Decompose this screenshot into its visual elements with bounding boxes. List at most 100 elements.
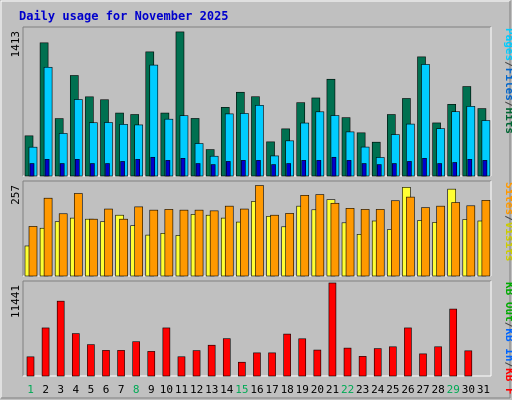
day-label-6: 6 (103, 383, 110, 396)
day-label-1: 1 (27, 383, 34, 396)
bar-kb-f-day-6 (102, 350, 110, 377)
bar-pages-day-17 (271, 164, 276, 177)
bar-sites-day-18 (285, 213, 294, 277)
bar-kb-f-day-27 (419, 353, 427, 377)
day-label-9: 9 (148, 383, 155, 396)
bar-sites-day-28 (436, 205, 445, 277)
panel-1-legend: Pages/Files/Hits (503, 28, 512, 134)
bar-kb-f-day-7 (117, 350, 125, 377)
legend-item-files: Files (503, 68, 512, 101)
day-label-24: 24 (371, 383, 385, 396)
bar-pages-day-26 (407, 161, 412, 177)
day-label-21: 21 (326, 383, 339, 396)
bar-sites-day-30 (466, 205, 476, 277)
bar-kb-f-day-12 (192, 350, 201, 377)
bar-sites-day-11 (179, 209, 189, 277)
bar-pages-day-8 (135, 159, 140, 177)
bar-kb-f-day-10 (162, 327, 171, 377)
bar-pages-day-14 (225, 161, 231, 177)
bar-pages-day-5 (90, 163, 95, 177)
bar-pages-day-13 (210, 164, 216, 177)
bar-sites-day-21 (330, 202, 340, 277)
bar-pages-day-1 (29, 163, 35, 177)
bar-kb-f-day-26 (404, 327, 412, 377)
bar-kb-f-day-15 (238, 361, 246, 377)
bar-kb-f-day-22 (343, 347, 352, 377)
bar-kb-f-day-11 (177, 356, 186, 377)
day-label-8: 8 (133, 383, 140, 396)
day-label-3: 3 (57, 383, 64, 396)
bar-sites-day-10 (164, 209, 174, 277)
bar-kb-f-day-17 (268, 352, 276, 377)
bar-kb-f-day-25 (389, 346, 397, 377)
legend-item-: / (503, 322, 512, 329)
bar-pages-day-12 (195, 163, 201, 177)
bar-sites-day-27 (421, 207, 430, 277)
bar-pages-day-24 (376, 164, 382, 177)
bar-pages-day-29 (452, 162, 458, 177)
bar-kb-f-day-19 (298, 338, 307, 377)
bar-pages-day-6 (105, 163, 110, 177)
day-label-17: 17 (265, 383, 278, 396)
bar-kb-f-day-3 (56, 300, 65, 377)
bar-sites-day-12 (194, 209, 204, 277)
day-label-12: 12 (190, 383, 203, 396)
plot-layer: 14 1 3 Pages/Files/Hits 257 Sites/Visits 11441… (9, 26, 512, 396)
legend-item-kb-out: KB Out (503, 282, 512, 322)
bar-sites-day-5 (89, 218, 98, 277)
bar-sites-day-2 (43, 197, 53, 277)
legend-item-pages: Pages (503, 28, 512, 61)
bar-sites-day-20 (315, 194, 325, 277)
bar-kb-f-day-23 (358, 356, 367, 377)
bar-sites-day-31 (481, 200, 491, 277)
day-label-28: 28 (432, 383, 445, 396)
bar-kb-f-day-18 (283, 333, 291, 377)
bar-kb-f-day-21 (328, 282, 337, 377)
bar-sites-day-23 (360, 209, 370, 277)
bar-sites-day-8 (134, 206, 143, 277)
day-label-4: 4 (73, 383, 80, 396)
bar-pages-day-27 (422, 158, 427, 177)
bar-pages-day-30 (467, 159, 473, 177)
day-label-23: 23 (356, 383, 369, 396)
panel-2-ymax-label: 257 (9, 185, 22, 205)
bar-pages-day-11 (180, 158, 186, 177)
bar-kb-f-day-28 (434, 346, 442, 377)
panel-3-legend: KB Out/KB In/KB F (503, 282, 512, 395)
bar-pages-day-3 (59, 163, 65, 177)
bar-kb-f-day-14 (222, 338, 231, 377)
legend-item-: / (503, 362, 512, 369)
day-label-27: 27 (416, 383, 429, 396)
day-label-2: 2 (42, 383, 49, 396)
bar-sites-day-14 (224, 205, 234, 277)
day-label-20: 20 (311, 383, 324, 396)
panel-3-ymax-label: 11441 (9, 285, 22, 318)
day-label-11: 11 (175, 383, 188, 396)
day-label-29: 29 (447, 383, 460, 396)
legend-item-kb-f: KB F (503, 368, 512, 395)
bar-pages-day-23 (361, 163, 367, 177)
bar-kb-f-day-2 (41, 327, 50, 377)
day-label-5: 5 (88, 383, 95, 396)
day-label-16: 16 (250, 383, 263, 396)
bar-sites-day-4 (73, 193, 83, 277)
bar-pages-day-22 (346, 160, 352, 177)
bar-sites-day-6 (104, 208, 113, 277)
day-label-22: 22 (341, 383, 354, 396)
bar-sites-day-17 (270, 214, 279, 277)
bar-sites-day-26 (406, 196, 415, 277)
bar-pages-day-28 (437, 163, 442, 177)
bar-pages-day-2 (44, 159, 50, 177)
bar-sites-day-7 (119, 218, 128, 277)
legend-item-: / (503, 101, 512, 108)
legend-item-: / (503, 61, 512, 68)
day-label-30: 30 (462, 383, 475, 396)
bar-sites-day-15 (240, 208, 249, 277)
bar-kb-f-day-13 (207, 344, 216, 377)
panel-2-legend: Sites/Visits (503, 182, 512, 262)
bar-sites-day-16 (255, 185, 264, 277)
bar-pages-day-19 (301, 160, 307, 177)
bar-kb-f-day-1 (26, 356, 35, 377)
day-label-14: 14 (220, 383, 234, 396)
